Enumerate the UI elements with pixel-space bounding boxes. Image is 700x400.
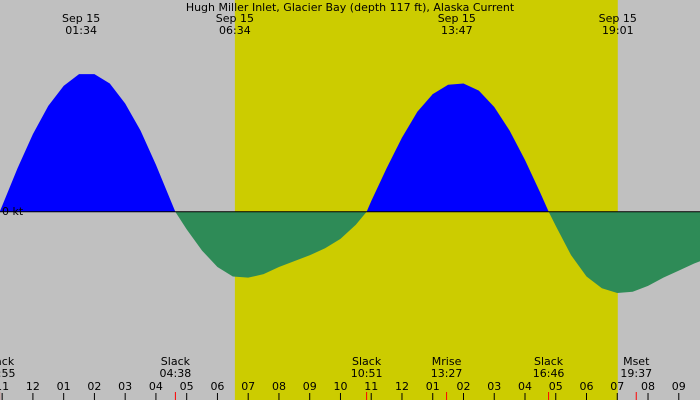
x-tick-label: 04 (149, 380, 163, 393)
x-tick-label: 04 (518, 380, 532, 393)
x-tick-label: 06 (580, 380, 594, 393)
event-date: Sep 15 (216, 12, 254, 25)
event-name: Mrise (432, 355, 462, 368)
event-name: Slack (352, 355, 382, 368)
event-time: 22:55 (0, 367, 15, 380)
x-tick-label: 09 (303, 380, 317, 393)
ebb-area (175, 211, 367, 278)
event-time: 16:46 (533, 367, 565, 380)
x-tick-label: 01 (57, 380, 71, 393)
x-tick-label: 08 (272, 380, 286, 393)
zero-label: 0 kt (2, 205, 24, 218)
x-tick-label: 05 (180, 380, 194, 393)
x-tick-label: 03 (118, 380, 132, 393)
flood-area (366, 83, 549, 212)
x-tick-label: 07 (610, 380, 624, 393)
x-tick-label: 03 (487, 380, 501, 393)
event-date: Sep 15 (62, 12, 100, 25)
event-time: 01:34 (65, 24, 97, 37)
event-name: Slack (161, 355, 191, 368)
ebb-area (548, 211, 700, 293)
event-name: Slack (0, 355, 15, 368)
x-tick-label: 09 (672, 380, 686, 393)
x-tick-label: 07 (241, 380, 255, 393)
x-tick-label: 11 (364, 380, 378, 393)
event-date: Sep 15 (599, 12, 637, 25)
event-time: 13:47 (441, 24, 473, 37)
x-tick-label: 11 (0, 380, 9, 393)
x-tick-label: 02 (456, 380, 470, 393)
event-time: 10:51 (351, 367, 383, 380)
event-name: Mset (623, 355, 650, 368)
event-time: 04:38 (160, 367, 192, 380)
x-tick-label: 12 (395, 380, 409, 393)
x-tick-label: 06 (210, 380, 224, 393)
event-name: Slack (534, 355, 564, 368)
x-tick-label: 05 (549, 380, 563, 393)
x-tick-label: 12 (26, 380, 40, 393)
event-time: 06:34 (219, 24, 251, 37)
x-tick-label: 10 (333, 380, 347, 393)
event-date: Sep 15 (438, 12, 476, 25)
event-time: 19:37 (620, 367, 652, 380)
x-tick-label: 01 (426, 380, 440, 393)
event-time: 13:27 (431, 367, 463, 380)
chart-title: Hugh Miller Inlet, Glacier Bay (depth 11… (186, 1, 515, 14)
event-time: 19:01 (602, 24, 634, 37)
flood-area (0, 74, 176, 212)
x-tick-label: 08 (641, 380, 655, 393)
x-tick-label: 02 (87, 380, 101, 393)
